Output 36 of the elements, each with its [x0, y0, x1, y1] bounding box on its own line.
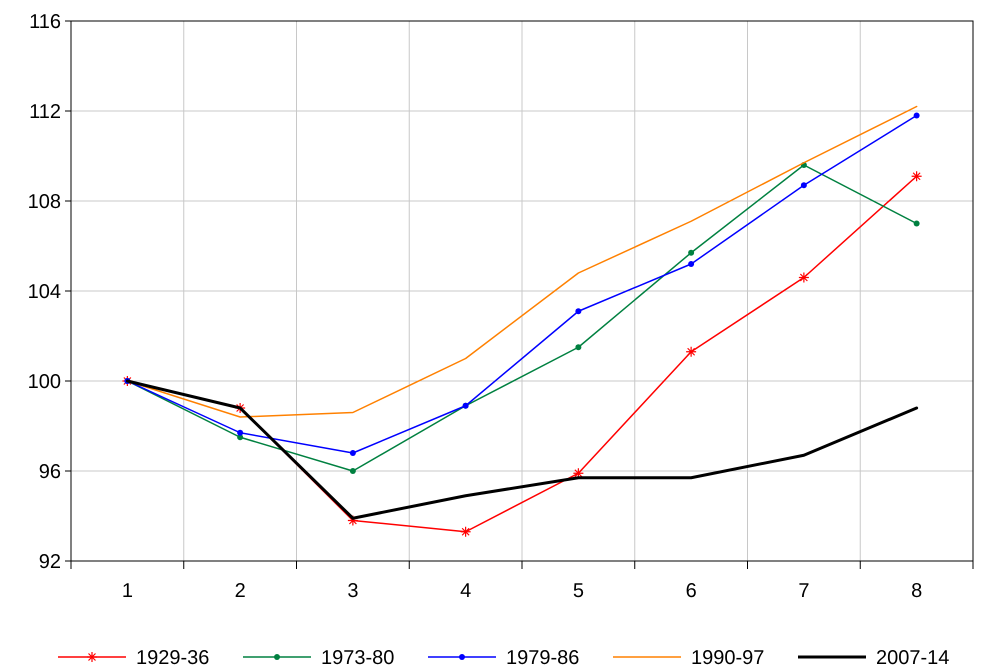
point: [350, 450, 356, 456]
point: [575, 344, 582, 350]
legend-label: 1990-97: [691, 647, 764, 669]
x-tick-label: 4: [460, 580, 472, 602]
x-tick-label: 3: [347, 580, 358, 602]
y-tick-label: 108: [28, 191, 61, 213]
point: [347, 514, 358, 526]
point: [688, 261, 694, 267]
point: [911, 170, 922, 182]
point: [800, 182, 807, 188]
point: [686, 346, 697, 358]
y-tick-label: 112: [29, 101, 61, 123]
x-tick-label: 5: [572, 580, 584, 602]
legend-label: 1979-86: [506, 647, 580, 669]
x-tick-label: 8: [911, 580, 922, 602]
y-tick-label: 116: [29, 11, 61, 33]
point: [914, 112, 920, 118]
point: [575, 308, 582, 314]
point: [798, 272, 810, 284]
y-tick-label: 92: [38, 551, 61, 573]
legend-label: 2007-14: [876, 647, 950, 669]
x-tick-label: 1: [122, 580, 133, 602]
legend-label: 1929-36: [136, 647, 210, 669]
point: [914, 220, 920, 226]
point: [688, 250, 694, 256]
line-series: [126, 380, 918, 520]
x-tick-label: 7: [798, 580, 810, 602]
y-tick-label: 96: [38, 461, 61, 483]
legend-label: 1973-80: [321, 647, 394, 669]
point: [460, 526, 472, 538]
y-tick-label: 104: [28, 281, 61, 303]
x-tick-label: 6: [686, 580, 697, 602]
point: [237, 430, 244, 436]
x-tick-label: 2: [234, 580, 246, 602]
y-tick-label: 100: [28, 371, 61, 393]
point: [350, 468, 356, 474]
